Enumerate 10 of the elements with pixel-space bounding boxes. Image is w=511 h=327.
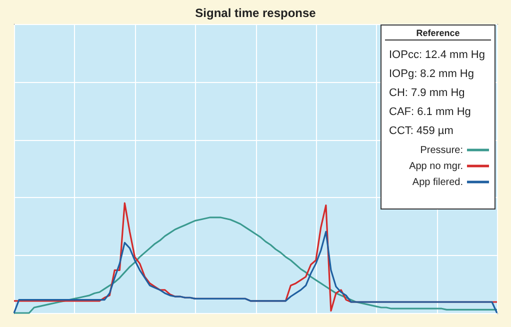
text: CCT: 459 µm [389, 125, 454, 137]
legend-title: Reference [416, 28, 460, 38]
text: CH: 7.9 mm Hg [389, 87, 465, 99]
text: IOPcc: 12.4 mm Hg [389, 49, 485, 61]
text: IOPg: 8.2 mm Hg [389, 68, 474, 80]
legend-label: App filered. [412, 177, 463, 188]
text: CAF: 6.1 mm Hg [389, 106, 471, 118]
legend-label: App no mgr. [409, 161, 463, 172]
legend-label: Pressure: [420, 145, 463, 156]
chart-title: Signal time response [195, 6, 316, 20]
